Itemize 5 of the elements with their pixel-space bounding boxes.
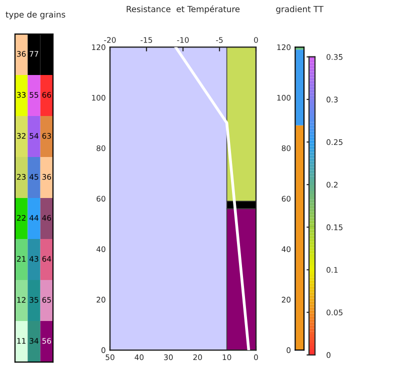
chart-title: gradient TT: [276, 6, 324, 14]
chart-title: Resistance et Température: [126, 5, 240, 14]
chart-title: type de grains: [6, 11, 66, 20]
bar: [296, 125, 304, 350]
bar: [296, 50, 304, 126]
